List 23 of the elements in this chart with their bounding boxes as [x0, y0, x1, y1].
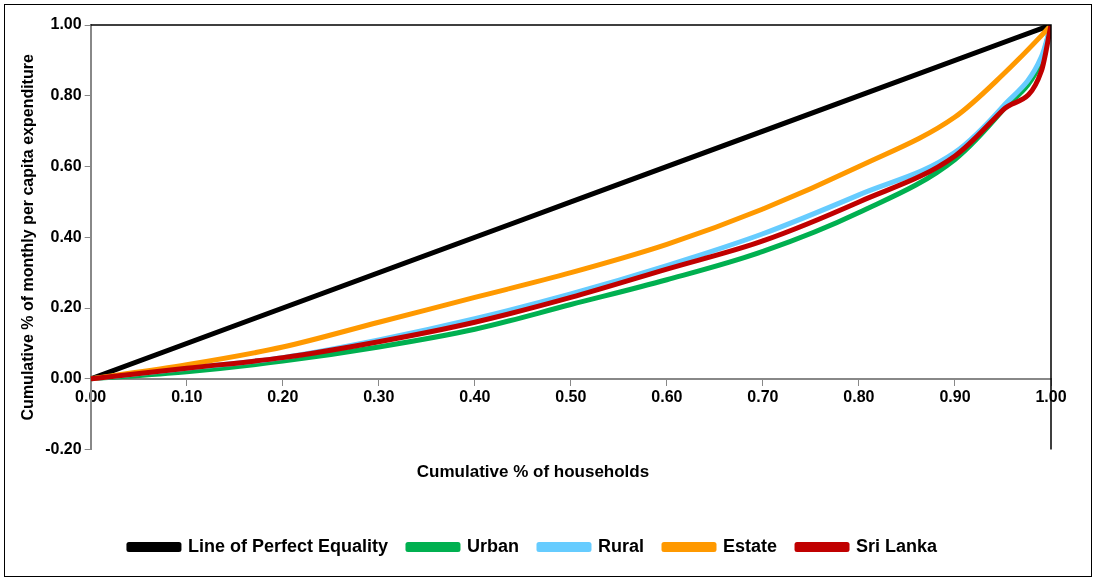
legend-label: Rural — [597, 535, 644, 556]
y-tick-label: 0.40 — [50, 227, 82, 245]
legend-label: Urban — [466, 535, 519, 556]
x-tick-label: 0.20 — [267, 387, 299, 405]
y-axis-title: Cumulative % of monthly per capita expenditure — [19, 54, 37, 421]
y-tick-label: 0.20 — [50, 298, 82, 316]
x-tick-label: 0.80 — [843, 387, 875, 405]
x-tick-label: 0.70 — [747, 387, 779, 405]
y-tick-label: 0.80 — [50, 86, 82, 104]
x-tick-label: 0.30 — [363, 387, 395, 405]
legend-label: Sri Lanka — [856, 535, 939, 556]
y-tick-label: -0.20 — [45, 440, 82, 458]
x-tick-label: 0.10 — [171, 387, 203, 405]
legend-label: Estate — [723, 535, 778, 556]
x-axis-title: Cumulative % of households — [416, 461, 650, 481]
y-tick-label: 0.60 — [50, 156, 82, 174]
x-tick-label: 0.60 — [651, 387, 683, 405]
y-tick-label: 1.00 — [50, 15, 82, 33]
legend-label: Line of Perfect Equality — [187, 535, 388, 556]
y-tick-label: 0.00 — [50, 369, 82, 387]
x-tick-label: 0.40 — [459, 387, 491, 405]
x-tick-label: 0.90 — [939, 387, 971, 405]
x-tick-label: 0.50 — [555, 387, 587, 405]
